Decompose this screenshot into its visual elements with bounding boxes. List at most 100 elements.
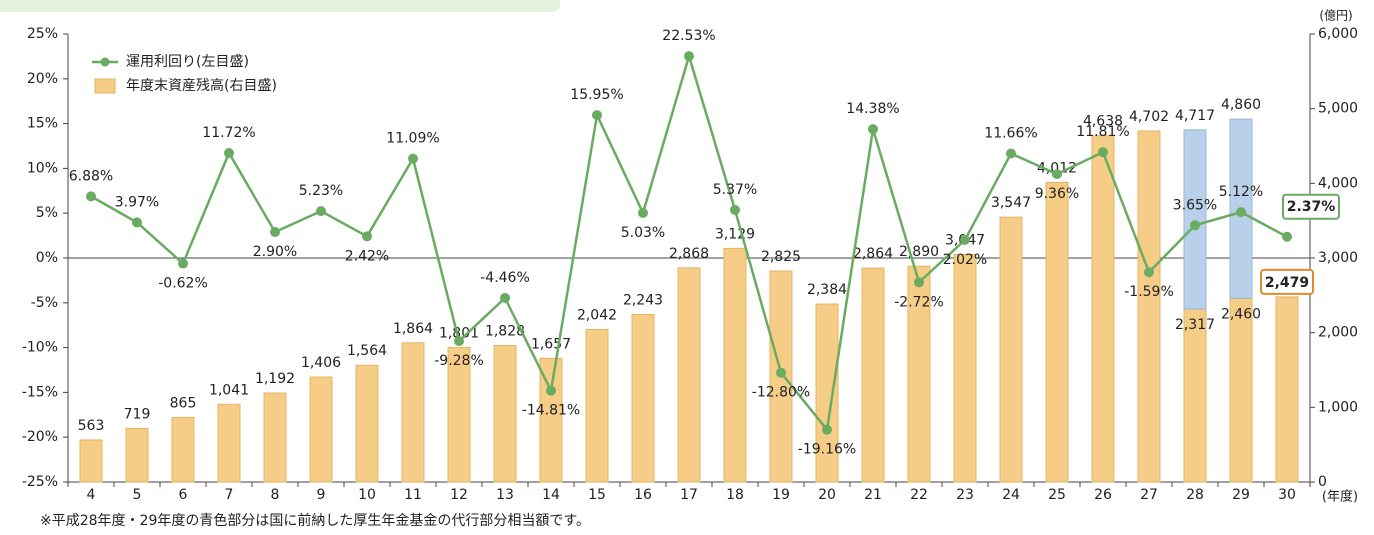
bar-label: 2,460 (1221, 306, 1261, 322)
footnote: ※平成28年度・29年度の青色部分は国に前納した厚生年金基金の代行部分相当額です… (40, 512, 590, 529)
line-marker (546, 385, 556, 396)
y2-tick-label: 0 (1318, 474, 1327, 490)
bar (493, 345, 517, 483)
x-tick-label: 6 (179, 487, 188, 503)
line-label: 5.37% (713, 182, 757, 198)
header-tab (0, 0, 560, 12)
bar-label: 2,825 (761, 249, 801, 265)
line-marker (822, 424, 832, 435)
x-tick-label: 22 (910, 487, 928, 503)
y-tick-label: 5% (36, 205, 58, 221)
bar-label: 563 (78, 418, 105, 434)
line-label: -4.46% (480, 270, 530, 286)
line-marker (914, 277, 924, 288)
line-marker (270, 227, 280, 238)
y2-tick-label: 6,000 (1318, 26, 1358, 42)
y2-tick-label: 5,000 (1318, 101, 1358, 117)
line-label: 11.72% (202, 125, 255, 141)
line-marker (1052, 169, 1062, 180)
line-label: 9.36% (1035, 186, 1079, 202)
x-tick-label: 27 (1140, 487, 1158, 503)
bar (677, 267, 701, 483)
y2-unit: (億円) (1319, 9, 1352, 23)
bar-label: 1,864 (393, 321, 433, 337)
line-label: 3.97% (115, 194, 159, 210)
bar-label: 3,129 (715, 226, 755, 242)
y-tick-label: -25% (22, 474, 58, 490)
line-marker (316, 206, 326, 217)
total-label: 4,860 (1221, 97, 1261, 113)
line-label: -9.28% (434, 353, 484, 369)
bar (1183, 129, 1207, 310)
y-tick-label: 0% (36, 250, 58, 266)
bar-label: 2,042 (577, 308, 617, 324)
line-label: 5.23% (299, 183, 343, 199)
x-tick-label: 11 (404, 487, 422, 503)
line-marker (638, 207, 648, 218)
bar-label: 2,384 (807, 282, 847, 298)
x-tick-label: 16 (634, 487, 652, 503)
bar-label: 1,657 (531, 336, 571, 352)
line-label: 14.38% (846, 101, 899, 117)
x-tick-label: 24 (1002, 487, 1020, 503)
line-marker (776, 367, 786, 378)
bar-label: 1,801 (439, 326, 479, 342)
bar (1229, 297, 1253, 483)
bar-label: 1,406 (301, 355, 341, 371)
x-tick-label: 4 (87, 487, 96, 503)
bar (1045, 181, 1069, 483)
x-tick-label: 9 (317, 487, 326, 503)
line-marker (500, 292, 510, 303)
legend-label: 運用利回り(左目盛) (126, 54, 249, 70)
line-marker (1282, 231, 1292, 242)
bar (447, 347, 471, 483)
x-tick-label: 5 (133, 487, 142, 503)
line-label: -0.62% (158, 276, 208, 292)
line-marker (86, 191, 96, 202)
bar (1137, 130, 1161, 483)
bar-label: 1,828 (485, 324, 525, 340)
bar-label: 2,890 (899, 244, 939, 260)
line-label: 15.95% (570, 87, 623, 103)
bar (585, 329, 609, 483)
line-marker (1190, 220, 1200, 231)
bar-label: 719 (124, 406, 151, 422)
line-label: 5.12% (1219, 184, 1263, 200)
line-label: 6.88% (69, 168, 113, 184)
y-tick-label: 10% (27, 160, 58, 176)
bar-label: 2,317 (1175, 317, 1215, 333)
bar-label: 4,702 (1129, 109, 1169, 125)
line-label: -1.59% (1124, 284, 1174, 300)
bar-label: 4,012 (1037, 160, 1077, 176)
x-tick-label: 18 (726, 487, 744, 503)
legend-swatch (94, 78, 116, 94)
bar (1183, 308, 1207, 483)
line-marker (1144, 267, 1154, 278)
legend-label: 年度末資産残高(右目盛) (126, 77, 277, 94)
line-label: 2.42% (345, 248, 389, 264)
x-tick-label: 7 (225, 487, 234, 503)
x-tick-label: 19 (772, 487, 790, 503)
highlight-box (1282, 193, 1340, 220)
line-marker (1006, 148, 1016, 159)
bar-label: 2,864 (853, 246, 893, 262)
x-tick-label: 12 (450, 487, 468, 503)
y-tick-label: -15% (22, 384, 58, 400)
bar-label: 2,479 (1265, 275, 1309, 291)
line-label: 11.81% (1076, 124, 1129, 140)
x-tick-label: 20 (818, 487, 836, 503)
bar (79, 439, 103, 483)
line-marker (178, 258, 188, 269)
line-label: -14.81% (522, 403, 580, 419)
y2-tick-label: 3,000 (1318, 250, 1358, 266)
bar (1091, 135, 1115, 483)
y-tick-label: 20% (27, 71, 58, 87)
x-unit: (年度) (1322, 489, 1358, 505)
line-marker (1236, 207, 1246, 218)
x-tick-label: 13 (496, 487, 514, 503)
bar (907, 265, 931, 483)
x-tick-label: 17 (680, 487, 698, 503)
y2-tick-label: 4,000 (1318, 175, 1358, 191)
highlight-box (1260, 268, 1314, 295)
